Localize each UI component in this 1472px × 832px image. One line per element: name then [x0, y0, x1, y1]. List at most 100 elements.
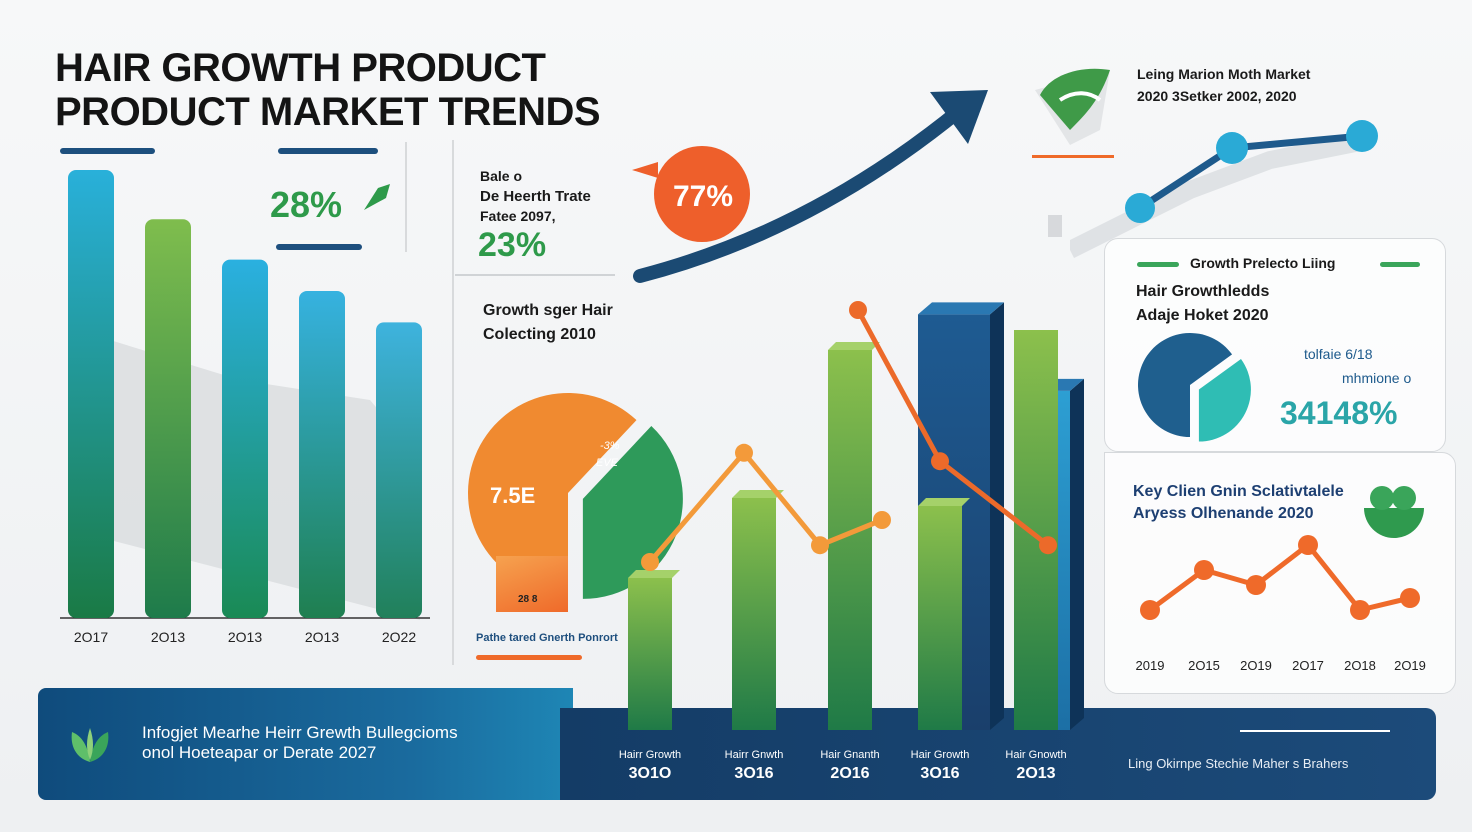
line-point	[1298, 535, 1318, 555]
bar	[1014, 330, 1058, 730]
tick-label: 2O19	[1240, 658, 1272, 673]
orange-box-label: 28 8	[518, 594, 538, 605]
bottom-left-banner	[38, 688, 573, 800]
card1-side-2: mhmione o	[1342, 370, 1412, 386]
line-point	[735, 443, 753, 462]
pie-slice	[1138, 333, 1233, 437]
accent-bar-1	[60, 148, 155, 154]
line-point	[1039, 536, 1057, 555]
sub-label: Hairr Growth	[619, 749, 681, 761]
title-line-1: HAIR GROWTH PRODUCT	[55, 46, 546, 90]
blue-pie-chart	[1138, 333, 1251, 442]
sub-label: Hair Gnowth	[1005, 749, 1066, 761]
line-point	[931, 452, 949, 471]
tick-label: 2O17	[74, 629, 108, 645]
bar	[145, 219, 191, 618]
card1-header: Growth Prelecto Liing	[1190, 255, 1336, 271]
growth-label-2: Colecting 2010	[483, 326, 596, 343]
card1-rule-left	[1137, 262, 1179, 267]
card1-side-1: tolfaie 6/18	[1304, 346, 1373, 362]
tall-bar-top	[918, 302, 1004, 315]
card1-title-2: Adaje Hoket 2020	[1136, 307, 1269, 324]
bar	[732, 498, 776, 730]
top-right-line-2: 2020 3Setker 2002, 2020	[1137, 88, 1297, 104]
tick-label: 2O18	[1344, 658, 1376, 673]
mid-line-1: Bale o	[480, 168, 523, 184]
bar	[68, 170, 114, 618]
leaf-logo-icon	[1035, 68, 1110, 145]
sub-label: Hair Gnanth	[820, 749, 879, 761]
series-line	[1148, 541, 1411, 613]
line-point	[1246, 575, 1266, 595]
bar	[222, 259, 268, 618]
tall-bar-side	[990, 302, 1004, 730]
line-point	[811, 536, 829, 555]
leaf-arrow-icon	[364, 184, 390, 210]
right-line-chart: 2019 2O15 2O19 2O17 2O18 2O19	[1136, 535, 1426, 673]
line-point	[873, 511, 891, 529]
bar	[376, 322, 422, 618]
tick-label: 2O19	[1394, 658, 1426, 673]
bar	[299, 290, 345, 618]
banner-right-rule	[1240, 730, 1390, 732]
card1-title-1: Hair Growthledds	[1136, 283, 1270, 300]
top-right-line-1: Leing Marion Moth Market	[1137, 66, 1311, 82]
card1-rule-right	[1380, 262, 1420, 267]
pie-caption-underline	[476, 655, 582, 660]
line-point	[849, 301, 867, 319]
bar	[628, 578, 672, 730]
mid-line-2: De Heerth Trate	[480, 188, 591, 205]
banner-right-text: Ling Okirnpe Stechie Maher s Brahers	[1128, 756, 1349, 771]
tick-label: 2019	[1136, 658, 1165, 673]
banner-left-line-1: Infogjet Mearhe Heirr Grewth Bullegcioms	[142, 723, 458, 742]
sub-label: Hair Growth	[911, 749, 970, 761]
tick-label: 3O16	[920, 765, 959, 782]
middle-divider	[452, 140, 454, 665]
banner-left-line-2: onol Hoeteapar or Derate 2027	[142, 743, 377, 762]
top-right-line-chart	[1070, 120, 1378, 259]
card1-pct: 34148%	[1280, 395, 1398, 431]
line-point	[1400, 588, 1420, 608]
bar-top	[918, 498, 970, 506]
bar-top	[828, 342, 880, 350]
growth-label-1: Growth sger Hair	[483, 302, 613, 319]
bar	[918, 506, 962, 730]
logo-underline	[1032, 155, 1114, 158]
trend-arrow-icon	[633, 90, 988, 283]
tick-label: 2O17	[1292, 658, 1324, 673]
line-point	[1216, 132, 1248, 164]
card2-title-1: Key Clien Gnin Sclativtalele	[1133, 483, 1344, 500]
left-bar-chart: 2O17 2O13 2O13 2O13 2O22	[60, 170, 430, 645]
orange-box	[496, 556, 568, 612]
pie-green-label-1: -3%	[600, 440, 620, 452]
divider-line	[405, 142, 407, 252]
tick-label: 2O13	[151, 629, 185, 645]
tick-label: 3O16	[734, 765, 773, 782]
line-point	[1125, 193, 1155, 223]
page-title: HAIR GROWTH PRODUCT PRODUCT MARKET TREND…	[55, 46, 601, 134]
orange-badge	[654, 146, 750, 242]
bar-top	[732, 490, 784, 498]
line-point	[1140, 600, 1160, 620]
pie-slice	[1198, 358, 1251, 442]
pie-green-label-2: EVE	[596, 457, 619, 469]
orange-badge-value: 77%	[672, 180, 734, 213]
bottom-right-banner	[560, 708, 1436, 800]
tick-label: 3O1O	[629, 765, 672, 782]
card2-title-2: Aryess Olhenande 2020	[1133, 505, 1314, 522]
pie-slice	[468, 393, 637, 593]
decor-block	[1048, 215, 1062, 237]
tick-label: 2O22	[382, 629, 416, 645]
series-line	[648, 448, 883, 564]
center-bar-chart: Hairr Growth 3O1O Hairr Gnwth 3O16 Hair Gnan…	[619, 301, 1084, 782]
tick-label: 2O13	[228, 629, 262, 645]
top-left-pct: 28%	[270, 184, 343, 225]
tick-label: 2O15	[1188, 658, 1220, 673]
badge-pointer	[632, 162, 658, 178]
pie-orange-label: 7.5E	[490, 483, 536, 508]
pie-caption: Pathe tared Gnerth Ponrort	[476, 632, 618, 644]
bar-top	[628, 570, 680, 578]
mid-separator	[455, 274, 615, 276]
line-point	[641, 553, 659, 571]
line-point	[1350, 600, 1370, 620]
